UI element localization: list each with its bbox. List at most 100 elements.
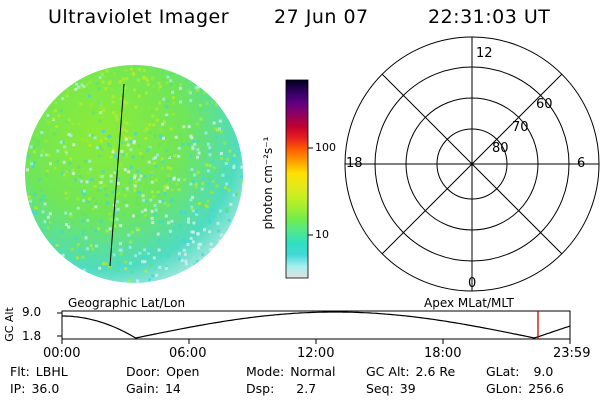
uv-pixel xyxy=(232,164,236,168)
uv-pixel xyxy=(178,224,182,228)
uv-pixel xyxy=(114,169,118,173)
uv-pixel xyxy=(47,153,51,157)
uv-pixel xyxy=(69,212,73,216)
uv-pixel xyxy=(98,145,102,149)
uv-pixel xyxy=(102,108,106,112)
timeline-xtick-label: 12:00 xyxy=(297,346,335,361)
uv-pixel xyxy=(122,127,126,131)
uv-pixel xyxy=(228,149,232,153)
uv-pixel xyxy=(104,87,108,91)
uv-pixel xyxy=(164,214,168,218)
uv-pixel xyxy=(111,111,115,115)
uv-pixel xyxy=(76,206,80,210)
uv-pixel xyxy=(102,184,106,188)
uv-pixel xyxy=(194,210,197,213)
uv-pixel xyxy=(165,116,169,120)
uv-pixel xyxy=(121,126,125,130)
uv-pixel xyxy=(181,142,185,146)
uv-pixel xyxy=(78,175,82,179)
uv-pixel xyxy=(99,105,103,109)
uv-pixel xyxy=(214,168,218,172)
uv-pixel xyxy=(135,226,139,230)
uv-pixel xyxy=(129,261,132,265)
uv-pixel xyxy=(191,209,195,213)
uv-pixel xyxy=(28,195,31,199)
uv-pixel xyxy=(193,142,197,146)
uv-pixel xyxy=(208,221,212,224)
uv-pixel xyxy=(144,76,148,80)
uv-pixel xyxy=(153,134,157,138)
uv-pixel xyxy=(115,114,119,118)
uv-pixel xyxy=(122,153,126,157)
uv-pixel xyxy=(196,139,200,143)
uv-pixel xyxy=(152,84,156,88)
uv-pixel xyxy=(89,167,93,171)
uv-pixel xyxy=(97,87,101,91)
uv-pixel xyxy=(99,219,103,223)
uv-pixel xyxy=(138,251,142,255)
uv-pixel xyxy=(193,173,197,177)
uv-pixel xyxy=(177,154,181,158)
uv-pixel xyxy=(77,165,81,169)
uv-pixel xyxy=(136,279,139,283)
uv-pixel xyxy=(129,148,133,152)
uv-pixel xyxy=(188,239,192,243)
uv-pixel xyxy=(82,229,86,233)
uv-pixel xyxy=(46,215,50,219)
uv-pixel xyxy=(157,238,161,242)
uv-pixel xyxy=(80,211,84,214)
uv-pixel xyxy=(124,121,128,125)
uv-pixel xyxy=(105,262,108,266)
uv-pixel xyxy=(150,190,154,194)
uv-pixel xyxy=(225,207,229,211)
uv-pixel xyxy=(122,213,126,216)
info-gain: Gain: 14 xyxy=(126,381,181,396)
uv-pixel xyxy=(100,175,104,179)
uv-pixel xyxy=(119,224,123,228)
uv-pixel xyxy=(167,221,170,225)
uv-pixel xyxy=(155,118,159,122)
uv-pixel xyxy=(173,154,177,158)
uv-pixel xyxy=(157,88,161,92)
uv-pixel xyxy=(203,91,207,95)
uv-pixel xyxy=(95,244,98,248)
uv-pixel xyxy=(94,205,98,209)
uv-pixel xyxy=(136,190,140,194)
uv-pixel xyxy=(76,178,80,182)
uv-pixel xyxy=(223,167,226,171)
uv-pixel xyxy=(112,148,115,152)
uv-pixel xyxy=(158,142,162,146)
uv-pixel xyxy=(33,192,37,196)
uv-pixel xyxy=(26,154,30,158)
uv-pixel xyxy=(183,178,187,182)
uv-pixel xyxy=(64,211,68,215)
uv-pixel xyxy=(99,181,103,185)
uv-pixel xyxy=(232,158,236,162)
uv-pixel xyxy=(111,95,115,99)
uv-pixel xyxy=(87,197,91,201)
uv-pixel xyxy=(113,224,117,228)
uv-pixel xyxy=(61,97,65,101)
uv-pixel xyxy=(124,281,127,283)
uv-pixel xyxy=(171,96,175,100)
uv-pixel xyxy=(70,247,74,251)
uv-pixel xyxy=(141,156,145,160)
uv-pixel xyxy=(154,178,158,182)
uv-pixel xyxy=(158,200,162,204)
timeline-right-title: Apex MLat/MLT xyxy=(424,296,514,310)
uv-pixel xyxy=(103,187,107,191)
uv-pixel xyxy=(48,220,52,224)
uv-pixel xyxy=(175,235,179,239)
uv-pixel xyxy=(157,193,161,197)
uv-pixel xyxy=(152,162,156,165)
uv-pixel xyxy=(65,223,68,226)
uv-pixel xyxy=(182,125,186,129)
uv-pixel xyxy=(205,163,209,167)
uv-pixel xyxy=(167,154,171,158)
uv-pixel xyxy=(226,158,230,161)
uv-pixel xyxy=(94,229,98,233)
uv-pixel xyxy=(104,137,108,140)
uv-pixel xyxy=(147,147,151,151)
uv-pixel xyxy=(212,214,216,218)
uv-pixel xyxy=(158,101,162,105)
